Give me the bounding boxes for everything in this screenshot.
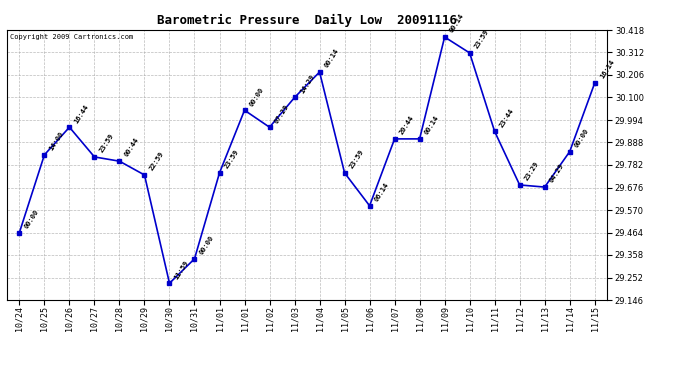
Text: 23:44: 23:44 — [499, 107, 515, 128]
Text: 23:59: 23:59 — [474, 28, 491, 50]
Text: 23:59: 23:59 — [348, 148, 365, 170]
Text: 00:14: 00:14 — [324, 48, 340, 69]
Text: 16:14: 16:14 — [599, 59, 615, 80]
Text: 22:59: 22:59 — [148, 151, 165, 172]
Text: 23:59: 23:59 — [99, 133, 115, 154]
Text: 07:29: 07:29 — [274, 103, 290, 124]
Text: 23:59: 23:59 — [224, 148, 240, 170]
Text: 00:14: 00:14 — [448, 13, 465, 34]
Text: 04:29: 04:29 — [549, 163, 565, 184]
Text: 06:14: 06:14 — [374, 182, 391, 203]
Text: 20:44: 20:44 — [399, 115, 415, 136]
Text: 00:44: 00:44 — [124, 137, 140, 158]
Text: Copyright 2009 Cartronics.com: Copyright 2009 Cartronics.com — [10, 34, 133, 40]
Text: 11:59: 11:59 — [174, 259, 190, 280]
Text: 00:00: 00:00 — [199, 235, 215, 256]
Text: 00:00: 00:00 — [23, 208, 40, 230]
Text: 23:29: 23:29 — [524, 161, 540, 182]
Text: 16:44: 16:44 — [74, 103, 90, 124]
Title: Barometric Pressure  Daily Low  20091116: Barometric Pressure Daily Low 20091116 — [157, 14, 457, 27]
Text: 00:00: 00:00 — [574, 128, 591, 148]
Text: 14:00: 14:00 — [48, 130, 65, 152]
Text: 14:29: 14:29 — [299, 73, 315, 94]
Text: 00:14: 00:14 — [424, 115, 440, 136]
Text: 00:00: 00:00 — [248, 86, 265, 107]
